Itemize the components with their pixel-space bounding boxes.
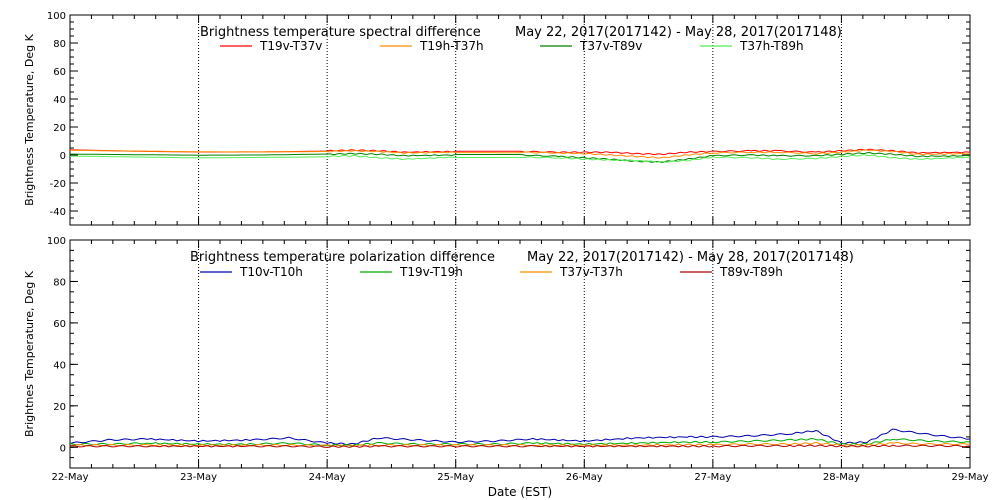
- y-tick-label: 40: [53, 95, 66, 106]
- plot-frame: [69, 14, 971, 226]
- chart-title: Brightness temperature spectral differen…: [200, 25, 481, 40]
- y-tick-label: 100: [47, 236, 66, 247]
- y-tick-label: 60: [53, 67, 66, 78]
- y-axis-label: Brightness Temperature, Deg K: [23, 33, 36, 205]
- series-lines: [69, 428, 971, 448]
- y-axis-ticks: -40 -20 0 20 40 60 80 100: [47, 11, 970, 226]
- legend-label: T37v-T89v: [579, 39, 642, 53]
- legend: T19v-T37v T19h-T37h T37v-T89v T37h-T89h: [220, 39, 804, 53]
- x-tick-label: 24-May: [309, 472, 346, 483]
- spectral-difference-panel: -40 -20 0 20 40 60 80 100 Brightness temperatur…: [23, 11, 971, 226]
- y-tick-label: 0: [60, 443, 66, 454]
- gridlines: [198, 240, 842, 468]
- legend-label: T19v-T37v: [259, 39, 322, 53]
- y-tick-label: 80: [53, 39, 66, 50]
- y-tick-label: 0: [60, 151, 66, 162]
- y-tick-label: 60: [53, 319, 66, 330]
- x-tick-label: 29-May: [951, 472, 988, 483]
- x-tick-label: 26-May: [566, 472, 603, 483]
- chart-date-range: May 22, 2017(2017142) - May 28, 2017(201…: [527, 250, 854, 265]
- y-axis-ticks: 0 20 40 60 80 100: [47, 236, 970, 469]
- y-tick-label: 40: [53, 360, 66, 371]
- legend-label: T19v-T19h: [399, 265, 463, 279]
- x-tick-label: 23-May: [180, 472, 217, 483]
- legend: T10v-T10h T19v-T19h T37v-T37h T89v-T89h: [200, 265, 783, 279]
- y-tick-label: 20: [53, 123, 66, 134]
- series-lines: [69, 148, 971, 163]
- gridlines: [198, 15, 842, 225]
- y-tick-label: 20: [53, 402, 66, 413]
- x-tick-label: 22-May: [51, 472, 88, 483]
- y-tick-label: -20: [50, 179, 66, 190]
- x-tick-label: 27-May: [694, 472, 731, 483]
- y-tick-label: -40: [50, 207, 66, 218]
- y-axis-label: Brightnes Temperature, Deg K: [23, 270, 36, 437]
- series-line-T19h-T37h: [69, 149, 971, 159]
- series-line-T89v-T89h: [69, 444, 971, 448]
- legend-label: T10v-T10h: [239, 265, 303, 279]
- x-axis-label: Date (EST): [488, 485, 552, 499]
- legend-label: T37v-T37h: [559, 265, 623, 279]
- y-tick-label: 80: [53, 277, 66, 288]
- series-line-T10v-T10h: [69, 428, 971, 446]
- legend-label: T37h-T89h: [739, 39, 804, 53]
- legend-label: T19h-T37h: [419, 39, 484, 53]
- y-tick-label: 100: [47, 11, 66, 22]
- x-axis-ticks: [69, 15, 950, 225]
- x-tick-label: 28-May: [823, 472, 860, 483]
- chart-title: Brightness temperature polarization diff…: [190, 250, 495, 265]
- polarization-difference-panel: 0 20 40 60 80 100 22-May 23-May 24-May 25-May 26-…: [23, 236, 989, 499]
- x-tick-label: 25-May: [437, 472, 474, 483]
- series-line-T19v-T19h: [69, 437, 971, 447]
- plot-frame: [69, 239, 971, 469]
- x-axis-ticks: 22-May 23-May 24-May 25-May 26-May 27-May 28-M…: [51, 240, 989, 483]
- series-line-T37h-T89h: [70, 154, 971, 163]
- legend-label: T89v-T89h: [719, 265, 783, 279]
- chart-date-range: May 22, 2017(2017142) - May 28, 2017(201…: [515, 25, 842, 40]
